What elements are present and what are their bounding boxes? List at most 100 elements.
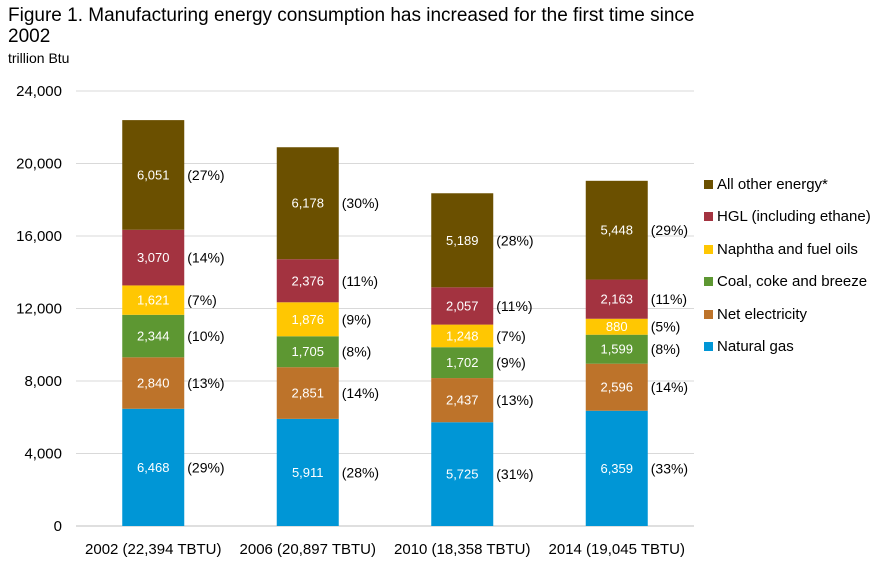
bar-percent-label: (31%) [496,466,533,482]
bar-percent-label: (11%) [651,291,687,307]
bar-percent-label: (8%) [342,344,372,360]
bar-segment-natural-gas [276,418,339,526]
bar-percent-label: (28%) [496,232,533,248]
bar-percent-label: (13%) [187,375,224,391]
bar-value-label: 1,702 [446,355,479,370]
bar-segment-coal-coke-and-breeze [585,334,648,364]
bar-segment-coal-coke-and-breeze [276,336,339,368]
legend-item: Naphtha and fuel oils [704,233,892,266]
bar-value-label: 6,178 [291,196,324,211]
legend-swatch [704,244,713,254]
bar-value-label: 2,344 [137,329,170,344]
legend-item: Natural gas [704,331,892,364]
bar-segment-hgl-including-ethane [276,259,339,303]
bar-value-label: 3,070 [137,250,170,265]
bar-value-label: 1,621 [137,293,170,308]
bar-value-label: 6,359 [600,461,633,476]
bar-percent-label: (11%) [342,273,378,289]
bar-value-label: 2,851 [291,386,324,401]
bar-segment-natural-gas [431,422,494,526]
bar-segment-net-electricity [276,367,339,419]
bar-value-label: 1,876 [291,312,324,327]
bar-percent-label: (14%) [342,385,379,401]
bar-value-label: 5,911 [292,465,324,480]
bar-segment-hgl-including-ethane [431,287,494,325]
legend-label: All other energy* [717,175,828,193]
bar-value-label: 5,725 [446,467,479,482]
y-tick-label: 16,000 [16,228,62,245]
bar-value-label: 1,599 [600,342,633,357]
legend-label: Natural gas [717,338,794,356]
bar-value-label: 2,437 [446,393,479,408]
bar-percent-label: (14%) [651,379,688,395]
bar-value-label: 5,448 [600,223,633,238]
bar-percent-label: (10%) [187,328,224,344]
bar-percent-label: (13%) [496,392,533,408]
legend-swatch [704,342,713,352]
chart-title: Figure 1. Manufacturing energy consumpti… [8,5,695,47]
bar-percent-label: (14%) [187,250,224,266]
bar-segment-naphtha-and-fuel-oils [431,324,494,348]
bar-segment-all-other-energy [585,180,648,280]
y-tick-label: 20,000 [16,156,62,173]
bar-segment-all-other-energy [276,147,339,260]
bar-percent-label: (11%) [496,298,532,314]
bar-segment-hgl-including-ethane [585,279,648,319]
y-axis-unit-label: trillion Btu [8,50,70,66]
bar-segment-natural-gas [585,410,648,526]
bar-percent-label: (5%) [651,319,681,335]
bar-percent-label: (9%) [342,311,372,327]
bar-value-label: 6,468 [137,460,170,475]
legend-label: Coal, coke and breeze [717,273,868,291]
bar-percent-label: (29%) [651,222,688,238]
bar-percent-label: (28%) [342,464,379,480]
y-tick-label: 0 [54,518,62,535]
x-tick-label: 2006 (20,897 TBTU) [240,541,376,558]
y-tick-label: 12,000 [16,301,62,318]
bar-segment-natural-gas [122,408,185,526]
chart-legend: All other energy* HGL (including ethane) N… [704,168,892,363]
bar-segment-all-other-energy [122,120,185,230]
bar-value-label: 880 [606,319,628,334]
bar-value-label: 6,051 [137,167,170,182]
bar-value-label: 1,705 [291,344,324,359]
legend-swatch [704,309,713,319]
x-tick-label: 2002 (22,394 TBTU) [85,541,221,558]
bar-segment-net-electricity [585,363,648,411]
bar-segment-naphtha-and-fuel-oils [276,302,339,337]
y-tick-label: 24,000 [16,83,62,100]
bar-segment-naphtha-and-fuel-oils [122,285,185,315]
bar-value-label: 2,840 [137,376,170,391]
bar-value-label: 2,376 [291,273,324,288]
legend-label: Net electricity [717,305,808,323]
bar-value-label: 2,057 [446,298,479,313]
legend-item: All other energy* [704,168,892,201]
legend-swatch [704,179,713,189]
bar-percent-label: (29%) [187,459,224,475]
bar-segment-naphtha-and-fuel-oils [585,318,648,335]
bar-percent-label: (7%) [496,328,526,344]
legend-swatch [704,277,713,287]
bar-segment-net-electricity [431,378,494,423]
x-tick-label: 2014 (19,045 TBTU) [549,541,685,558]
bar-segment-coal-coke-and-breeze [122,314,185,358]
bar-percent-label: (30%) [342,195,379,211]
bar-value-label: 5,189 [446,233,479,248]
y-tick-label: 4,000 [24,446,62,463]
y-tick-label: 8,000 [24,373,62,390]
bar-value-label: 1,248 [446,328,479,343]
legend-item: Net electricity [704,298,892,331]
bar-segment-coal-coke-and-breeze [431,347,494,379]
bar-percent-label: (8%) [651,341,681,357]
bar-value-label: 2,596 [600,380,633,395]
bar-segment-all-other-energy [431,193,494,288]
legend-label: HGL (including ethane) [717,208,871,226]
bar-percent-label: (27%) [187,167,224,183]
bar-percent-label: (7%) [187,292,217,308]
legend-item: Coal, coke and breeze [704,266,892,299]
legend-item: HGL (including ethane) [704,201,892,234]
bar-percent-label: (33%) [651,460,688,476]
legend-label: Naphtha and fuel oils [717,240,858,258]
bar-segment-hgl-including-ethane [122,229,185,286]
